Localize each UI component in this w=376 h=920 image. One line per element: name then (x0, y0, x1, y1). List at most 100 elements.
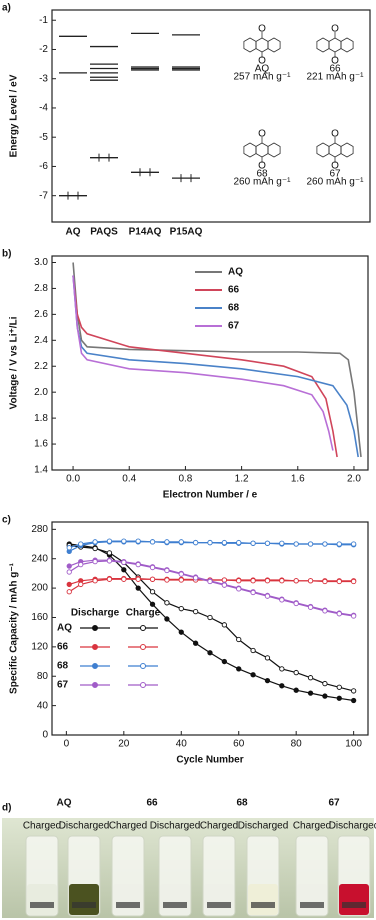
charge-marker (149, 539, 156, 545)
legend-marker (140, 663, 146, 669)
charge-marker (178, 539, 184, 545)
y-tick-label: -6 (39, 161, 48, 172)
discharge-marker (135, 585, 141, 591)
discharge-marker (322, 693, 328, 699)
vial-liquid (297, 884, 327, 915)
x-tick-label: 20 (118, 739, 130, 750)
charge-marker (149, 564, 156, 571)
x-tick-label: 0 (64, 739, 70, 750)
vial-liquid (204, 884, 234, 915)
ring (243, 37, 257, 53)
panel-label: b) (2, 249, 11, 260)
electrode (116, 902, 140, 908)
panel-label: d) (2, 803, 11, 814)
ring (316, 142, 330, 158)
legend-label: 66 (57, 642, 69, 653)
charge-marker (322, 578, 328, 585)
charge-marker (66, 545, 72, 551)
charge-marker (307, 604, 314, 610)
charge-marker (250, 589, 256, 596)
voltage-curve (72, 275, 338, 458)
y-tick-label: 1.8 (34, 413, 48, 424)
discharge-marker (350, 697, 357, 704)
charge-marker (322, 541, 328, 547)
vial-liquid (113, 884, 143, 915)
x-tick-label: 0.4 (122, 474, 136, 485)
charge-marker (307, 541, 314, 547)
oxygen: O (258, 24, 266, 35)
charge-marker (121, 576, 127, 582)
state-label: Discharged (329, 821, 376, 832)
y-axis-label: Specific Capacity / mAh g⁻¹ (9, 562, 20, 694)
charge-marker (336, 684, 342, 690)
x-tick-label: 0.0 (66, 474, 80, 485)
legend-header: Charge (126, 608, 161, 619)
state-label: Charged (23, 821, 61, 832)
vial-liquid (27, 884, 57, 915)
category-label: AQ (66, 227, 81, 238)
charge-marker (135, 538, 141, 544)
discharge-marker (149, 601, 156, 607)
y-tick-label: -2 (39, 44, 48, 55)
electrode (251, 902, 275, 908)
charge-marker (350, 688, 357, 694)
y-axis-label: Voltage / V vs Li⁺/Li (9, 316, 20, 409)
voltage-curve (72, 275, 359, 458)
charge-marker (207, 578, 213, 585)
charge-marker (149, 576, 156, 582)
y-tick-label: 200 (31, 583, 48, 594)
charge-marker (207, 539, 213, 546)
x-tick-label: 1.6 (291, 474, 305, 485)
charge-marker (350, 541, 357, 547)
voltage-curve (72, 262, 362, 458)
plot-frame (51, 255, 369, 471)
charge-marker (250, 540, 256, 546)
legend-marker (92, 663, 98, 669)
legend-marker (140, 644, 146, 650)
charge-marker (279, 578, 285, 584)
x-tick-label: 0.8 (178, 474, 192, 485)
y-tick-label: 2.2 (34, 361, 48, 372)
y-tick-label: 80 (37, 671, 49, 682)
charge-marker (221, 582, 228, 588)
charge-marker (293, 578, 299, 584)
ring (340, 37, 354, 53)
structure-name: AQ (255, 64, 270, 75)
charge-marker (350, 578, 357, 585)
charge-marker (192, 608, 199, 615)
charge-marker (66, 569, 72, 575)
ring (328, 37, 342, 53)
structure-name: 66 (329, 64, 341, 75)
legend-label: 66 (228, 285, 240, 296)
legend-label: 68 (228, 303, 240, 314)
structure-capacity: 257 mAh g⁻¹ (234, 72, 292, 83)
legend-marker (140, 682, 146, 688)
charge-marker (78, 561, 84, 568)
sample-label: 67 (328, 798, 340, 809)
sample-label: 66 (146, 798, 158, 809)
vial-liquid (248, 884, 278, 915)
vial-liquid (69, 884, 99, 915)
charge-marker (92, 559, 98, 565)
ring (267, 142, 281, 158)
x-tick-label: 60 (233, 739, 245, 750)
charge-marker (178, 606, 184, 612)
charge-marker (236, 636, 242, 643)
electrode (207, 902, 231, 908)
charge-marker (106, 558, 113, 564)
discharge-marker (178, 629, 184, 635)
charge-marker (264, 655, 271, 661)
discharge-marker (66, 563, 72, 569)
charge-marker (106, 538, 113, 544)
charge-marker (250, 578, 256, 584)
oxygen: O (331, 161, 339, 172)
discharge-marker (250, 672, 256, 678)
structure-capacity: 260 mAh g⁻¹ (234, 177, 292, 188)
vial-liquid (160, 884, 190, 915)
x-axis-label: Electron Number / e (163, 490, 258, 501)
discharge-marker (207, 650, 213, 656)
y-tick-label: 160 (31, 612, 48, 623)
charge-marker (221, 622, 228, 628)
